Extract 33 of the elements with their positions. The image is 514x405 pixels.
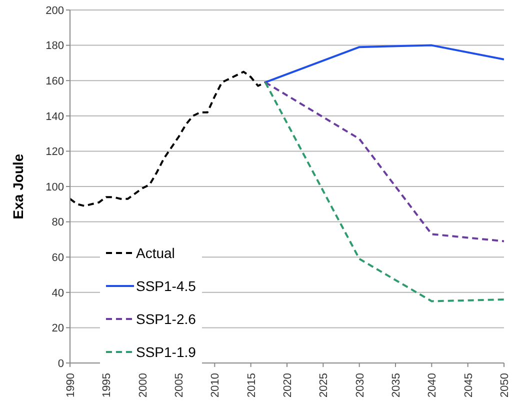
x-tick-label: 2025 — [318, 373, 330, 398]
legend-label: SSP1-4.5 — [136, 278, 196, 294]
y-tick-label: 140 — [46, 110, 64, 123]
x-tick-label: 2010 — [210, 373, 222, 398]
x-tick-label: 2015 — [246, 373, 258, 398]
x-tick-label: 2045 — [462, 373, 475, 398]
x-tick-label: 2020 — [282, 373, 294, 398]
legend-label: SSP1-2.6 — [136, 310, 196, 326]
y-axis-title: Exa Joule — [10, 154, 26, 220]
x-tick-label: 2040 — [426, 373, 439, 398]
x-tick-label: 2050 — [499, 373, 511, 398]
x-tick-label: 1995 — [101, 373, 114, 398]
y-tick-label: 60 — [52, 252, 64, 264]
y-tick-label: 200 — [46, 4, 64, 17]
legend-label: Actual — [136, 244, 175, 260]
x-tick-label: 2000 — [137, 373, 150, 398]
y-tick-label: 0 — [58, 358, 64, 370]
y-tick-label: 100 — [46, 181, 64, 194]
line-series — [264, 44, 504, 84]
line-series — [264, 81, 504, 302]
y-tick-label: 120 — [46, 146, 64, 158]
line-series — [70, 70, 266, 207]
line-series — [264, 81, 504, 242]
x-tick-label: 2035 — [390, 373, 402, 398]
x-tick-label: 2030 — [354, 373, 366, 398]
y-tick-label: 180 — [46, 40, 64, 52]
legend-label: SSP1-1.9 — [136, 344, 196, 360]
y-tick-label: 40 — [52, 287, 64, 300]
y-tick-label: 160 — [46, 76, 64, 88]
y-tick-label: 80 — [52, 216, 64, 229]
x-tick-label: 1990 — [65, 373, 77, 398]
y-tick-label: 20 — [52, 322, 64, 335]
x-tick-label: 2005 — [174, 373, 186, 398]
